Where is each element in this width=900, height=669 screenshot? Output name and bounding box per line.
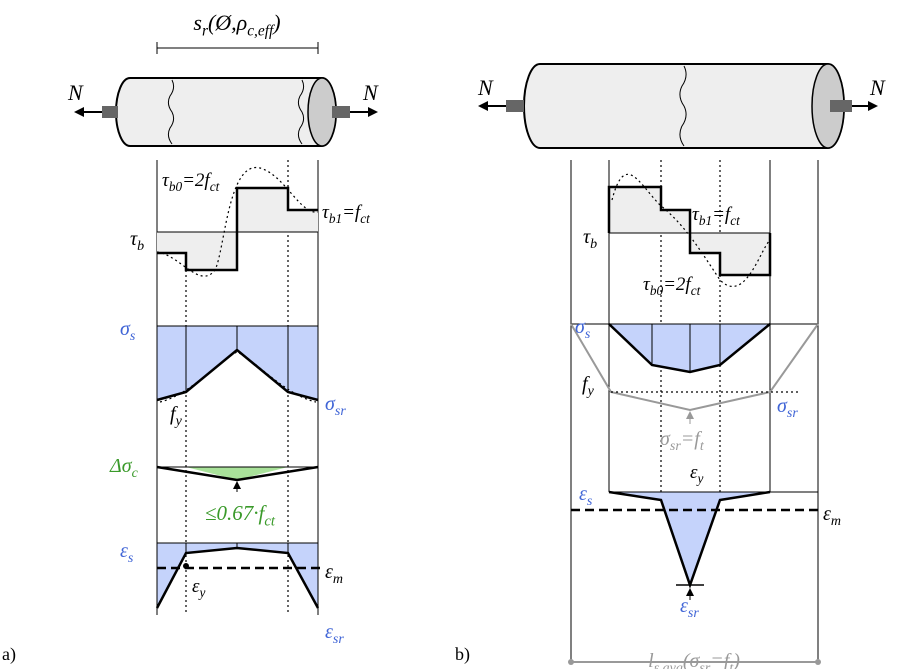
subscript: t [700, 439, 705, 454]
label: εs [120, 540, 134, 566]
subscript: sr [333, 632, 344, 647]
label-part: =2f [663, 274, 693, 295]
subscript: y [586, 384, 595, 399]
label-part: N [362, 80, 379, 105]
label: σs [120, 318, 136, 344]
label-part: ) [732, 650, 740, 669]
label: N [362, 80, 379, 105]
label: fy [582, 373, 595, 399]
subscript: sr [670, 439, 681, 454]
subscript: ct [691, 283, 701, 298]
axes-a [157, 160, 320, 615]
subscript: y [696, 471, 704, 486]
label-part: =2f [182, 170, 212, 191]
label: εy [690, 462, 704, 486]
label-part: N [67, 80, 84, 105]
label: N [869, 75, 886, 100]
subscript: sr [787, 406, 798, 421]
label-part: N [477, 75, 494, 100]
subscript: s [130, 329, 136, 344]
subscript: ct [210, 179, 220, 194]
subscript: b0 [650, 283, 664, 298]
label: fy [170, 403, 183, 429]
label: τb [130, 228, 144, 254]
subscript: ε,avg [654, 661, 683, 669]
label-part: ) [271, 10, 280, 35]
subscript: m [333, 572, 343, 587]
label: σsr [777, 395, 798, 421]
label: εm [823, 503, 841, 529]
label: a) [2, 644, 16, 665]
label: N [67, 80, 84, 105]
specimen-b [478, 64, 878, 148]
label: εy [192, 576, 206, 600]
label: N [477, 75, 494, 100]
label-part: (σ [683, 650, 701, 669]
subscript: c,eff [247, 23, 276, 40]
label-part: ≤0.67·f [205, 501, 268, 525]
subscript: b0 [169, 179, 183, 194]
label-part: (Ø,ρ [208, 10, 247, 35]
label: τb0=2fct [162, 170, 220, 194]
label-part: ε [823, 503, 831, 525]
label: Δσc [109, 455, 139, 481]
label: εsr [325, 621, 344, 647]
label: τb1=fct [692, 204, 740, 228]
label-part: N [869, 75, 886, 100]
label: sr(Ø,ρc,eff) [193, 10, 280, 40]
label-part: ε [579, 483, 587, 505]
label: lε,avg(σsr=ft) [648, 650, 740, 669]
label: σsr [325, 393, 346, 419]
subscript: sr [688, 606, 699, 621]
label-part: ε [325, 561, 333, 583]
subscript: sr [335, 404, 346, 419]
label: τb [583, 226, 597, 252]
subscript: s [128, 551, 134, 566]
subscript: s [585, 327, 591, 342]
label: b) [455, 644, 470, 665]
label-part: ε [680, 595, 688, 617]
label: ≤0.67·fct [205, 501, 276, 529]
subscript: s [587, 494, 593, 509]
label-part: ε [325, 621, 333, 643]
label: εm [325, 561, 343, 587]
label-part: Δσ [109, 455, 133, 477]
label: τb1=fct [322, 202, 370, 226]
subscript: b1 [699, 213, 712, 228]
subscript: b [590, 237, 597, 252]
subscript: b [137, 239, 144, 254]
diagram: sr(Ø,ρc,eff)NNτbτb0=2fctτb1=fctσsfyσsrΔσ… [0, 0, 900, 669]
subscript: ct [360, 211, 370, 226]
subscript: m [831, 514, 841, 529]
label: σs [575, 316, 591, 342]
subscript: sr [699, 661, 710, 669]
label: σsr=ft [660, 428, 705, 454]
subscript: y [198, 585, 206, 600]
specimen-a [74, 42, 378, 146]
subscript: b1 [329, 211, 342, 226]
subscript: y [174, 414, 183, 429]
label-part: ε [120, 540, 128, 562]
subscript: c [132, 466, 139, 481]
label: τb0=2fct [643, 274, 701, 298]
subscript: ct [730, 213, 740, 228]
label: εs [579, 483, 593, 509]
subscript: ct [264, 513, 276, 529]
label-part: s [193, 10, 202, 35]
